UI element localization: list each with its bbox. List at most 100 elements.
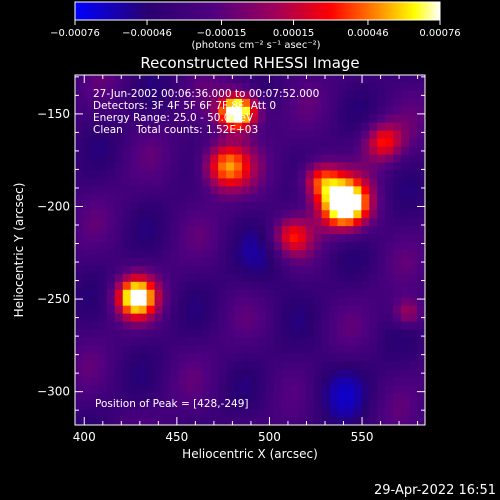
heatmap-cell [122,106,132,116]
heatmap-cell [377,329,386,338]
heatmap-cell [242,369,251,378]
heatmap-cell [75,170,84,179]
heatmap-cell [329,305,338,315]
heatmap-cell [154,369,163,378]
heatmap-cell [162,154,171,163]
heatmap-cell [162,138,171,148]
heatmap-cell [393,218,402,227]
heatmap-cell [393,242,402,251]
heatmap-cell [329,321,338,331]
heatmap-cell [417,82,425,92]
heatmap-cell [417,162,425,171]
heatmap-cell [329,82,338,92]
heatmap-cell [178,90,187,100]
heatmap-cell [250,146,259,156]
heatmap-cell [329,377,338,386]
heatmap-cell [202,321,211,331]
heatmap-cell [297,130,307,140]
heatmap-cell [337,353,346,362]
heatmap-cell [194,361,203,370]
heatmap-cell [409,210,418,219]
heatmap-cell [265,106,275,116]
heatmap-cell [257,234,267,243]
heatmap-cell [242,138,251,148]
heatmap-cell [321,146,331,156]
heatmap-cell [353,321,362,331]
heatmap-cell [393,353,402,362]
heatmap-cell [170,138,179,148]
heatmap-cell [82,369,92,378]
heatmap-cell [313,234,323,243]
heatmap-cell [178,218,187,227]
heatmap-cell [146,297,156,307]
heatmap-cell [82,106,92,116]
heatmap-cell [329,297,338,307]
heatmap-cell [353,289,362,299]
heatmap-cell [377,265,386,275]
heatmap-cell [146,234,156,243]
heatmap-cell [393,305,402,315]
heatmap-cell [218,409,227,418]
heatmap-cell [122,250,132,259]
heatmap-cell [305,170,315,179]
heatmap-cell [162,369,171,378]
heatmap-cell [186,273,195,283]
heatmap-cell [369,250,378,259]
heatmap-cell [345,106,354,116]
heatmap-cell [345,226,354,235]
heatmap-cell [401,138,410,148]
heatmap-cell [273,345,283,354]
heatmap-cell [321,289,331,299]
heatmap-cell [257,75,267,84]
heatmap-cell [369,257,378,267]
heatmap-cell [409,313,418,323]
heatmap-cell [265,361,275,370]
heatmap-cell [281,114,291,124]
heatmap-cell [146,178,156,187]
heatmap-cell [369,226,378,235]
heatmap-cell [377,138,386,148]
heatmap-cell [345,242,354,251]
heatmap-cell [122,329,132,338]
heatmap-cell [234,250,243,259]
heatmap-cell [337,257,346,267]
heatmap-cell [234,361,243,370]
heatmap-cell [345,210,354,219]
heatmap-cell [98,218,108,227]
heatmap-cell [345,186,354,195]
heatmap-cell [122,194,132,203]
heatmap-cell [313,218,323,227]
heatmap-cell [90,154,100,163]
heatmap-cell [297,98,307,108]
heatmap-cell [257,393,267,402]
heatmap-cell [289,202,299,211]
heatmap-cell [337,106,346,116]
heatmap-cell [305,218,315,227]
heatmap-cell [122,265,132,275]
heatmap-cell [409,234,418,243]
heatmap-cell [218,377,227,386]
heatmap-cell [202,194,211,203]
heatmap-cell [122,202,132,211]
heatmap-cell [385,98,394,108]
heatmap-cell [273,226,283,235]
heatmap-cell [130,162,140,171]
heatmap-cell [289,273,299,283]
heatmap-cell [409,226,418,235]
heatmap-cell [106,162,116,171]
heatmap-cell [329,90,338,100]
heatmap-cell [281,345,291,354]
heatmap-cell [353,218,362,227]
heatmap-cell [162,242,171,251]
heatmap-cell [393,82,402,92]
heatmap-cell [353,297,362,307]
heatmap-cell [194,265,203,275]
heatmap-cell [401,98,410,108]
heatmap-cell [75,361,84,370]
heatmap-cell [289,337,299,346]
x-tick-label: 500 [258,430,281,444]
heatmap-cell [257,218,267,227]
heatmap-cell [170,401,179,410]
heatmap-cell [234,162,243,171]
colorbar-tick-label: 0.00076 [419,28,460,39]
